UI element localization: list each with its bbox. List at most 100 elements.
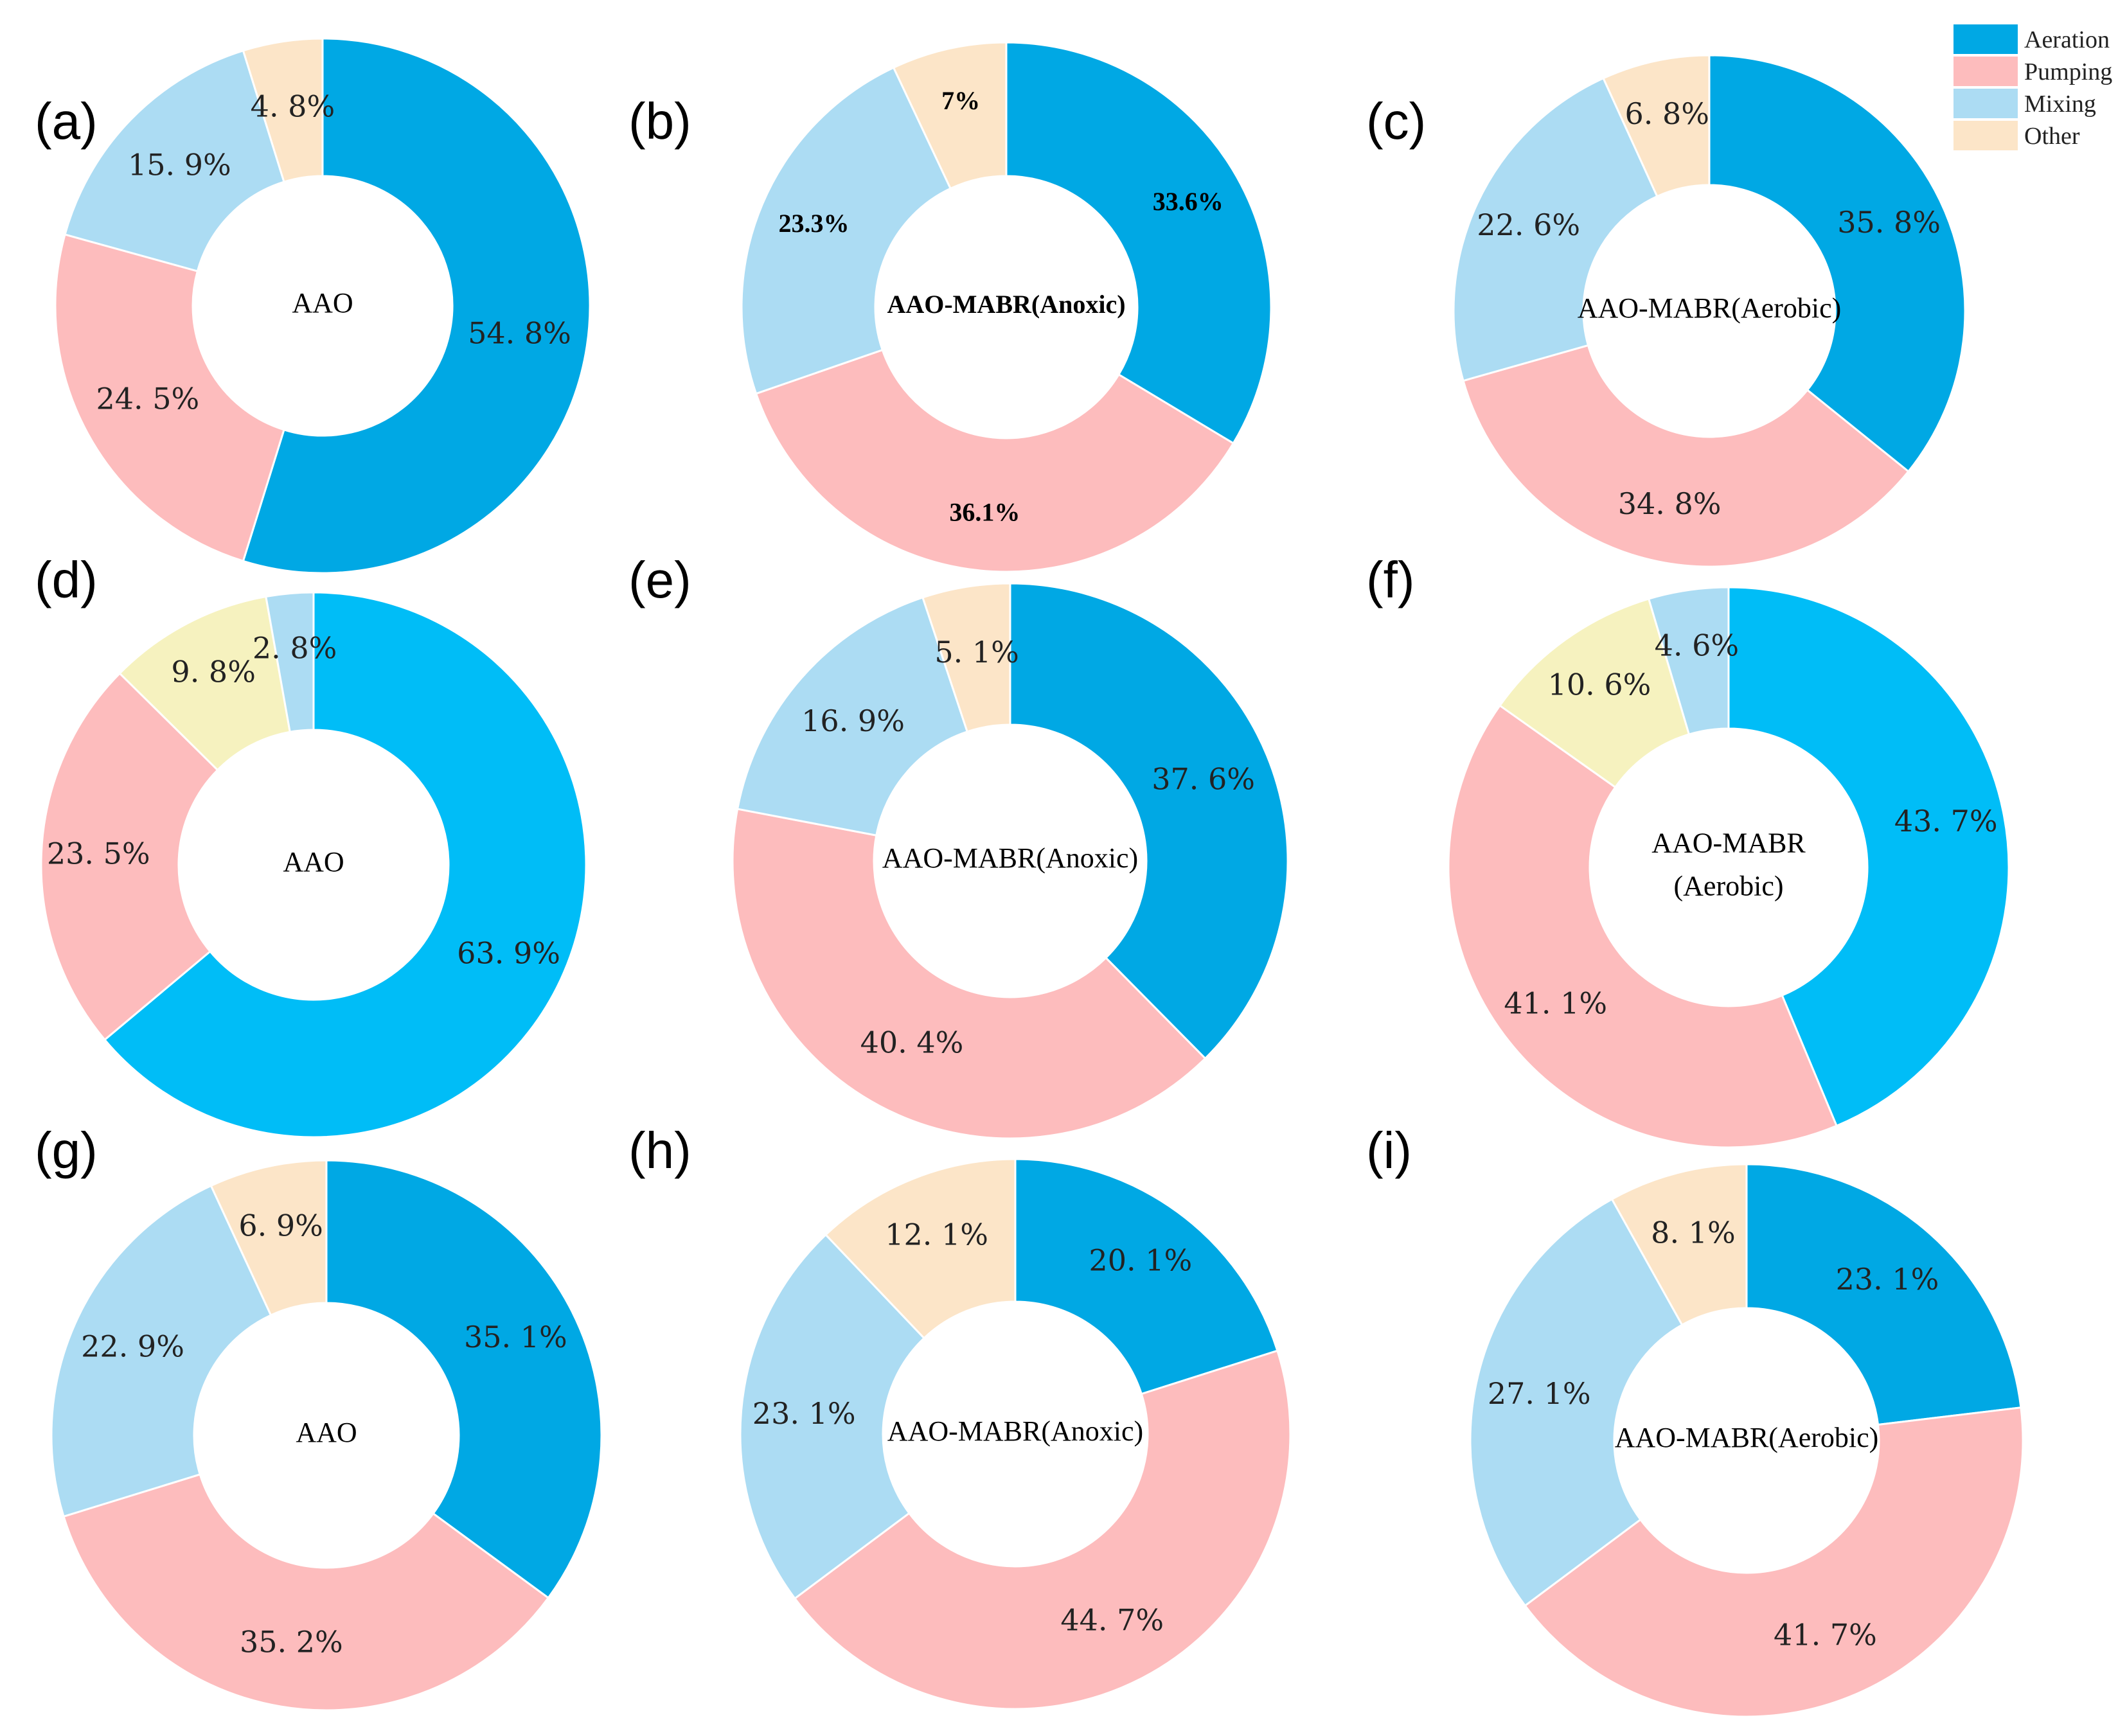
slice-aeration: [1745, 1163, 2022, 1426]
legend-item-aeration: Aeration: [1953, 24, 2110, 54]
slice-label-mixing: 23.3%: [779, 209, 850, 238]
legend: Aeration Pumping Mixing Other: [1953, 24, 2112, 150]
slice-other: [242, 37, 324, 183]
slice-label-mixing: 2. 8%: [253, 630, 337, 665]
slice-label-pumping: 23. 5%: [47, 836, 150, 871]
slice-pumping: [62, 1473, 550, 1712]
slice-label-aeration: 63. 9%: [457, 936, 560, 971]
donut-e: (e) 37. 6% 40. 4% 16. 9% 5. 1% AAO-MABR(Anoxi…: [628, 551, 1289, 1140]
donut-a: (a) 54. 8% 24. 5% 15. 9% 4. 8% AAO: [35, 37, 591, 574]
slice-label-pumping: 44. 7%: [1060, 1603, 1164, 1638]
slice-aeration: [1009, 582, 1289, 1060]
legend-item-mixing: Mixing: [1953, 89, 2096, 118]
slice-label-aeration: 23. 1%: [1836, 1262, 1939, 1297]
panel-label: (f): [1366, 551, 1415, 608]
slice-pumping: [1447, 704, 1838, 1149]
slice-pumping: [1462, 344, 1910, 568]
slice-label-mixing: 23. 1%: [752, 1396, 856, 1431]
slice-aeration: [325, 1159, 603, 1600]
slice-pumping: [754, 348, 1235, 573]
slice-pumping: [731, 808, 1207, 1140]
panel-label: (i): [1366, 1122, 1412, 1179]
donut-b: (b) 33.6% 36.1% 23.3% 7% AAO-MABR(Anoxic): [628, 41, 1272, 573]
slice-pumping: [793, 1349, 1292, 1710]
slice-label-mixing: 15. 9%: [128, 147, 231, 182]
slice-label-pumping: 34. 8%: [1618, 486, 1722, 521]
legend-label: Other: [2024, 123, 2080, 150]
center-label: AAO-MABR(Aerobic): [1578, 292, 1842, 324]
legend-swatch: [1953, 57, 2018, 86]
slice-label-aeration: 37. 6%: [1152, 762, 1255, 797]
slice-aeration: [1727, 586, 2010, 1128]
center-label: AAO-MABR: [1651, 828, 1806, 859]
center-label: AAO-MABR(Aerobic): [1615, 1422, 1879, 1453]
slice-label-other: 7%: [941, 86, 980, 115]
slice-label-pumping: 40. 4%: [860, 1025, 964, 1060]
slice-other: [921, 582, 1011, 733]
slice-pumping: [40, 671, 219, 1041]
slice-aeration: [1014, 1158, 1279, 1395]
slice-mixing: [1469, 1198, 1684, 1608]
slice-label-pumping: 41. 1%: [1504, 986, 1607, 1021]
center-label: AAO-MABR(Anoxic): [887, 290, 1125, 319]
slice-label-aeration: 54. 8%: [468, 316, 571, 351]
slice-label-aeration: 35. 1%: [464, 1320, 567, 1354]
panel-label: (c): [1366, 93, 1426, 150]
legend-label: Aeration: [2024, 26, 2110, 53]
slice-label-other: 5. 1%: [934, 635, 1019, 669]
slice-aeration: [1005, 41, 1272, 445]
panel-label: (d): [35, 551, 98, 608]
slice-label-mixing: 4. 6%: [1655, 628, 1740, 663]
slice-label-mixing: 22. 6%: [1477, 208, 1580, 242]
slice-label-other: 10. 6%: [1548, 668, 1651, 702]
slice-other: [892, 41, 1008, 190]
legend-label: Pumping: [2024, 58, 2112, 85]
slice-other: [1610, 1163, 1748, 1327]
center-label: AAO: [296, 1417, 357, 1448]
slice-mixing: [265, 591, 315, 733]
slice-aeration: [1708, 54, 1966, 473]
panel-label: (b): [628, 93, 691, 150]
donut-i: (i) 23. 1% 41. 7% 27. 1% 8. 1% AAO-MABR(Aerob…: [1366, 1122, 2024, 1718]
legend-item-pumping: Pumping: [1953, 57, 2112, 86]
panel-label: (g): [35, 1122, 98, 1179]
donut-g: (g) 35. 1% 35. 2% 22. 9% 6. 9% AAO: [35, 1122, 603, 1712]
slice-label-mixing: 16. 9%: [801, 704, 905, 738]
slice-label-aeration: 20. 1%: [1089, 1243, 1192, 1278]
legend-label: Mixing: [2024, 91, 2096, 118]
slice-label-other: 4. 8%: [251, 89, 335, 124]
panel-label: (a): [35, 93, 98, 150]
donut-charts: (a) 54. 8% 24. 5% 15. 9% 4. 8% AAO (b) 33.6% 36.…: [35, 37, 2024, 1718]
slice-mixing: [736, 596, 969, 837]
slice-mixing: [739, 1233, 926, 1600]
slice-label-other: 12. 1%: [885, 1218, 988, 1252]
slice-mixing: [64, 49, 285, 272]
legend-swatch: [1953, 24, 2018, 54]
donut-h: (h) 20. 1% 44. 7% 23. 1% 12. 1% AAO-MABR(Anox…: [628, 1122, 1292, 1710]
donut-d: (d) 63. 9% 23. 5% 9. 8%2. 8% AAO: [35, 551, 587, 1138]
slice-mixing: [1647, 586, 1730, 736]
center-label: AAO-MABR(Anoxic): [887, 1415, 1143, 1447]
legend-swatch: [1953, 89, 2018, 118]
legend-item-other: Other: [1953, 121, 2080, 150]
slice-label-aeration: 43. 7%: [1894, 804, 1998, 838]
panel-label: (e): [628, 551, 691, 608]
slice-other: [118, 595, 291, 772]
slice-label-other: 9. 8%: [171, 654, 256, 689]
slice-label-mixing: 27. 1%: [1488, 1376, 1591, 1411]
slice-other: [209, 1159, 328, 1317]
slice-pumping: [1524, 1406, 2024, 1718]
slice-other: [824, 1158, 1017, 1340]
slice-mixing: [740, 66, 952, 395]
slice-label-pumping: 41. 7%: [1774, 1617, 1877, 1652]
panel-label: (h): [628, 1122, 691, 1179]
legend-swatch: [1953, 121, 2018, 150]
slice-other: [1498, 598, 1691, 789]
slice-label-aeration: 35. 8%: [1837, 205, 1941, 240]
slice-label-pumping: 35. 2%: [240, 1624, 343, 1659]
slice-label-aeration: 33.6%: [1153, 187, 1224, 216]
slice-label-mixing: 22. 9%: [81, 1329, 184, 1364]
slice-label-pumping: 24. 5%: [96, 381, 199, 416]
slice-mixing: [50, 1184, 272, 1518]
